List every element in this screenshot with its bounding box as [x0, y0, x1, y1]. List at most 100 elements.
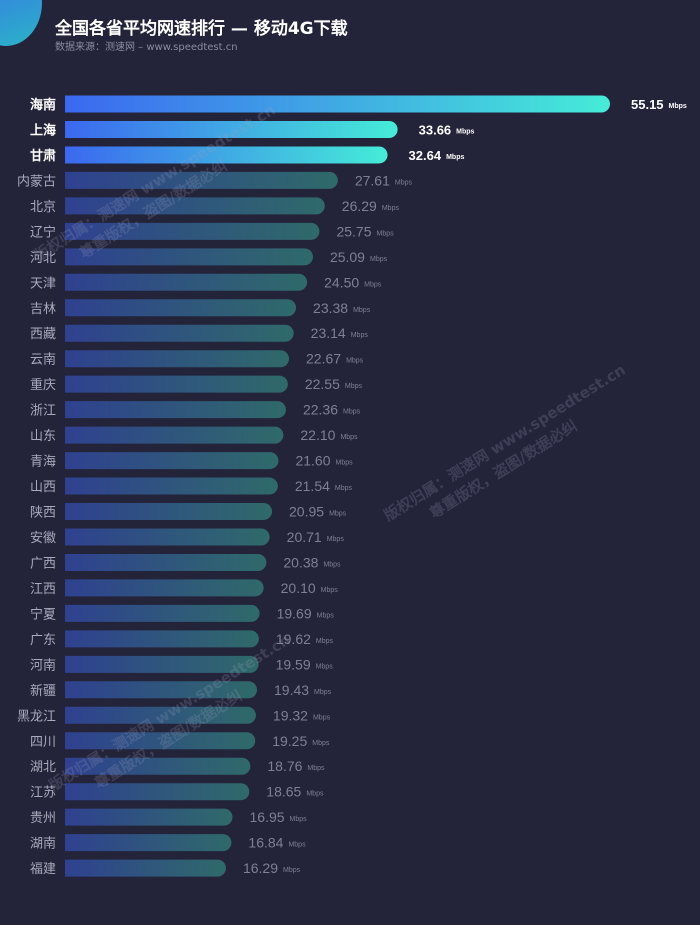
category-label: 陕西 [30, 506, 56, 521]
value-label: 21.60 [295, 453, 330, 469]
category-label: 河北 [30, 251, 56, 266]
value-label: 20.95 [289, 504, 324, 520]
unit-label: Mbps [321, 587, 339, 594]
category-label: 广西 [30, 556, 56, 571]
bar [65, 604, 260, 622]
bar [65, 630, 259, 648]
value-label: 19.59 [276, 656, 311, 672]
unit-label: Mbps [446, 154, 464, 161]
category-label: 辽宁 [30, 224, 56, 240]
value-label: 16.29 [243, 860, 278, 876]
category-label: 青海 [30, 455, 56, 470]
bar [65, 477, 278, 495]
bar [65, 375, 288, 393]
bar [65, 426, 284, 444]
category-label: 黑龙江 [17, 709, 56, 724]
bar [65, 222, 320, 240]
unit-label: Mbps [307, 765, 325, 772]
category-label: 新疆 [30, 683, 56, 699]
value-label: 19.43 [274, 682, 309, 698]
unit-label: Mbps [370, 256, 388, 263]
bar [65, 655, 259, 673]
value-label: 33.66 [419, 122, 452, 137]
category-label: 宁夏 [30, 606, 56, 622]
value-label: 19.62 [276, 631, 311, 647]
bar [65, 171, 338, 189]
unit-label: Mbps [343, 409, 361, 416]
unit-label: Mbps [288, 842, 306, 849]
value-label: 23.38 [313, 300, 348, 316]
bar [65, 528, 270, 546]
unit-label: Mbps [382, 205, 400, 212]
bar [65, 732, 256, 750]
unit-label: Mbps [353, 307, 371, 314]
category-label: 云南 [30, 352, 56, 368]
unit-label: Mbps [313, 714, 331, 721]
unit-label: Mbps [346, 358, 364, 365]
value-label: 18.76 [267, 758, 302, 774]
unit-label: Mbps [364, 281, 382, 288]
value-label: 23.14 [311, 325, 346, 341]
category-label: 福建 [30, 862, 56, 877]
value-label: 20.71 [287, 529, 322, 545]
unit-label: Mbps [335, 485, 353, 492]
category-label: 重庆 [30, 377, 56, 393]
category-label: 河南 [30, 657, 56, 673]
unit-label: Mbps [314, 689, 332, 696]
bar [65, 503, 273, 521]
value-label: 25.09 [330, 249, 365, 265]
value-label: 25.75 [336, 223, 371, 239]
category-label: 安徽 [30, 531, 56, 546]
unit-label: Mbps [317, 612, 335, 619]
category-label: 江苏 [30, 785, 56, 801]
unit-label: Mbps [316, 663, 334, 670]
unit-label: Mbps [345, 383, 363, 390]
bar [65, 197, 325, 215]
category-label: 湖北 [30, 760, 56, 775]
chart-source: 数据来源：测速网 – www.speedtest.cn [55, 42, 238, 53]
category-label: 山西 [30, 480, 56, 495]
bar [65, 783, 250, 801]
category-label: 广东 [30, 633, 56, 648]
unit-label: Mbps [340, 434, 358, 441]
bar [65, 95, 610, 113]
value-label: 24.50 [324, 274, 359, 290]
unit-label: Mbps [456, 128, 474, 135]
bar [65, 808, 233, 826]
value-label: 55.15 [631, 97, 664, 112]
value-label: 20.38 [283, 554, 318, 570]
unit-label: Mbps [351, 332, 369, 339]
unit-label: Mbps [327, 536, 345, 543]
unit-label: Mbps [306, 791, 324, 798]
category-label: 西藏 [30, 327, 56, 342]
category-label: 江西 [30, 582, 56, 597]
category-label: 山东 [30, 429, 56, 444]
category-label: 天津 [30, 276, 56, 291]
unit-label: Mbps [323, 561, 341, 568]
value-label: 16.84 [248, 835, 283, 851]
value-label: 22.36 [303, 402, 338, 418]
bar [65, 859, 226, 877]
bar [65, 299, 297, 317]
value-label: 19.69 [277, 605, 312, 621]
value-label: 19.25 [272, 733, 307, 749]
unit-label: Mbps [336, 460, 354, 467]
bar [65, 248, 313, 266]
category-label: 四川 [30, 735, 56, 750]
category-label: 湖南 [30, 836, 56, 852]
value-label: 22.10 [300, 427, 335, 443]
unit-label: Mbps [290, 816, 308, 823]
bar [65, 834, 232, 852]
unit-label: Mbps [312, 740, 330, 747]
value-label: 21.54 [295, 478, 330, 494]
unit-label: Mbps [283, 867, 301, 874]
value-label: 26.29 [342, 198, 377, 214]
unit-label: Mbps [316, 638, 334, 645]
bar [65, 579, 264, 597]
bar [65, 350, 290, 368]
chart-title: 全国各省平均网速排行 — 移动4G下载 [55, 19, 348, 39]
bar [65, 273, 308, 291]
value-label: 27.61 [355, 172, 390, 188]
category-label: 上海 [30, 122, 56, 138]
